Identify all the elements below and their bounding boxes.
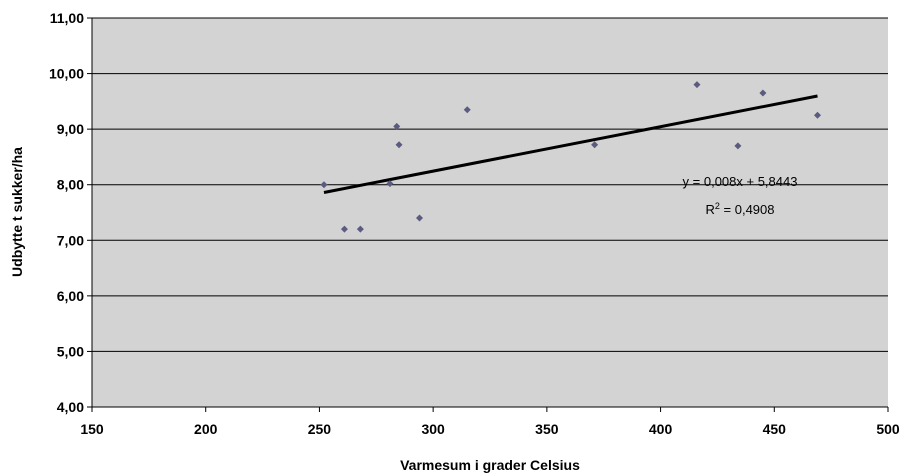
y-tick-label: 10,00: [49, 66, 84, 82]
y-tick-label: 6,00: [57, 288, 84, 304]
y-tick-label: 4,00: [57, 399, 84, 415]
y-tick-labels: 4,00 5,00 6,00 7,00 8,00 9,00 10,00 11,00: [49, 10, 92, 415]
y-axis-title: Udbytte t sukker/ha: [9, 147, 25, 277]
r2-superscript: 2: [715, 201, 720, 211]
y-tick-label: 7,00: [57, 232, 84, 248]
data-point: [393, 122, 401, 130]
trendline: [323, 94, 818, 194]
data-points: [320, 81, 821, 233]
data-point: [734, 142, 742, 150]
r2-value: = 0,4908: [720, 202, 775, 217]
x-tick-label: 450: [763, 421, 787, 437]
x-tick-label: 150: [80, 421, 104, 437]
data-point: [813, 111, 821, 119]
x-tick-label: 200: [194, 421, 218, 437]
data-point: [591, 141, 599, 149]
data-point: [395, 141, 403, 149]
x-tick-label: 250: [308, 421, 332, 437]
y-tick-label: 9,00: [57, 121, 84, 137]
trendline-r-squared: R2 = 0,4908: [706, 201, 775, 217]
trendline-equation: y = 0,008x + 5,8443: [683, 174, 798, 189]
y-tick-label: 5,00: [57, 343, 84, 359]
data-point: [693, 81, 701, 89]
x-tick-label: 350: [535, 421, 559, 437]
data-point: [415, 214, 423, 222]
data-point: [759, 89, 767, 97]
x-tick-label: 300: [421, 421, 445, 437]
y-tick-label: 8,00: [57, 177, 84, 193]
r2-prefix: R: [706, 202, 715, 217]
data-point: [356, 225, 364, 233]
x-tick-labels: 150 200 250 300 350 400 450 500: [80, 407, 900, 437]
y-tick-label: 11,00: [50, 10, 84, 26]
gridlines: [92, 17, 888, 352]
x-tick-label: 400: [649, 421, 673, 437]
data-point: [386, 180, 394, 188]
x-axis-title: Varmesum i grader Celsius: [400, 457, 580, 473]
data-point: [320, 181, 328, 189]
data-point: [340, 225, 348, 233]
plot-area: [92, 18, 888, 407]
data-point: [463, 106, 471, 114]
x-tick-label: 500: [876, 421, 900, 437]
